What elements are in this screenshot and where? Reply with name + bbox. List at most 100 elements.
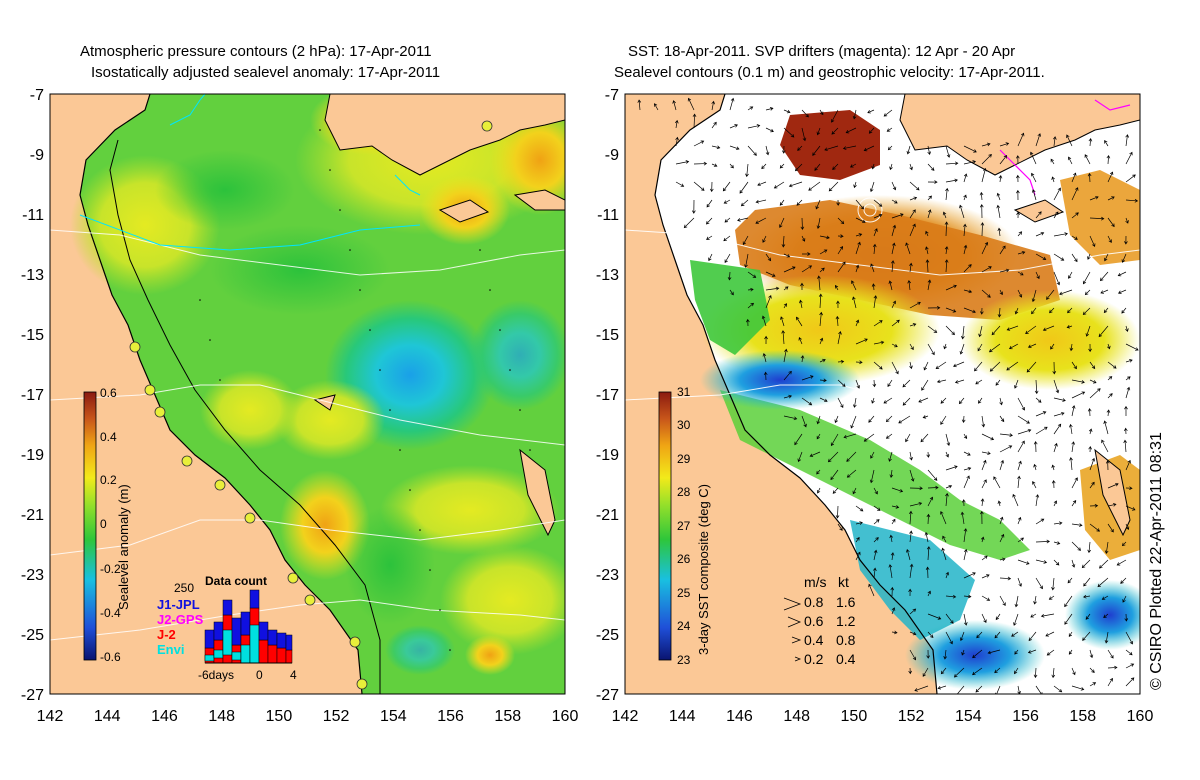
lat-tick-label: -9 (30, 147, 44, 164)
velocity-vector (959, 343, 965, 355)
velocity-vector (1107, 677, 1113, 687)
velocity-vector (945, 161, 959, 166)
velocity-vector (908, 510, 913, 525)
velocity-vector (1107, 393, 1113, 399)
velocity-vector (1032, 481, 1037, 489)
velocity-vector (1053, 521, 1063, 525)
lat-tick-label: -27 (21, 687, 44, 704)
velocity-vector (963, 613, 968, 626)
velocity-vector (1014, 595, 1019, 608)
velocity-vector (747, 145, 757, 156)
left-colorbar: Sealevel anomaly (m) 0.6 0.4 0.2 0 -0.2 … (83, 386, 131, 664)
velocity-vector (945, 284, 957, 291)
velocity-vector (1016, 211, 1020, 219)
velocity-vector (1122, 595, 1127, 603)
velocity-vector (851, 280, 857, 291)
velocity-vector (801, 415, 807, 428)
left-colorbar-tick: -0.6 (100, 650, 121, 664)
velocity-vector (799, 299, 803, 309)
velocity-vector (693, 161, 708, 166)
velocity-legend-kt: 1.6 (836, 594, 856, 610)
velocity-vector (745, 163, 749, 178)
velocity-vector (873, 537, 879, 543)
velocity-vector (1107, 649, 1114, 659)
velocity-vector (907, 279, 912, 291)
velocity-vector (980, 536, 985, 543)
velocity-vector (997, 500, 1002, 507)
velocity-vector (1125, 198, 1139, 203)
left-island (313, 394, 336, 411)
velocity-vector (1071, 441, 1076, 453)
velocity-vector (961, 325, 965, 340)
anomaly-blob (440, 545, 565, 655)
velocity-vector (940, 415, 947, 425)
velocity-vector (849, 163, 857, 168)
velocity-vector (1014, 307, 1019, 315)
lat-tick-label: -25 (21, 627, 44, 644)
velocity-vector (868, 127, 875, 134)
velocity-vector (809, 451, 821, 457)
velocity-vector (779, 199, 785, 206)
lon-tick-label: 150 (841, 708, 868, 725)
velocity-vector (871, 163, 876, 170)
velocity-vector (709, 181, 714, 193)
lon-tick-label: 148 (783, 708, 810, 725)
right-colorbar-tick: 30 (677, 418, 691, 432)
velocity-vector (1059, 289, 1073, 296)
velocity-vector (999, 155, 1008, 165)
lat-tick-label: -19 (596, 447, 619, 464)
velocity-vector (832, 163, 839, 170)
velocity-vector (1087, 172, 1092, 183)
velocity-vector (890, 586, 895, 597)
velocity-vector (831, 109, 839, 123)
velocity-vector (761, 163, 767, 170)
velocity-vector (711, 100, 716, 111)
velocity-vector (855, 199, 865, 210)
lat-tick-label: -23 (596, 567, 619, 584)
right-colorbar-label: 3-day SST composite (deg C) (696, 484, 711, 655)
velocity-vector (1099, 559, 1109, 569)
velocity-vectors (637, 97, 1139, 694)
velocity-vector (846, 469, 857, 478)
velocity-vector (999, 415, 1005, 423)
velocity-vector (1017, 428, 1032, 435)
velocity-vector (837, 523, 843, 531)
velocity-vector (783, 370, 792, 381)
velocity-vector (1105, 460, 1110, 471)
lat-tick-label: -23 (21, 567, 44, 584)
velocity-vector (1035, 253, 1047, 260)
velocity-vector (936, 379, 947, 384)
velocity-vector (723, 235, 731, 242)
velocity-vector (783, 266, 796, 273)
velocity-vector (963, 244, 968, 255)
velocity-vector (963, 289, 973, 294)
sst-patch-blue (905, 620, 1045, 690)
velocity-vector (885, 415, 893, 423)
velocity-vector (927, 209, 932, 219)
velocity-vector (1017, 516, 1022, 525)
velocity-vector (909, 451, 913, 461)
velocity-vector (891, 607, 896, 615)
velocity-vector (977, 343, 983, 352)
velocity-vector (953, 361, 965, 368)
left-island (513, 189, 565, 211)
velocity-vector (905, 242, 911, 255)
velocity-vector (945, 187, 949, 201)
velocity-vector (1125, 325, 1129, 332)
velocity-vector (855, 233, 863, 237)
velocity-legend-arrow (791, 636, 802, 644)
velocity-vector (909, 301, 921, 309)
velocity-vector (1035, 411, 1047, 417)
velocity-vector (1089, 388, 1101, 399)
left-title-line2: Isostatically adjusted sealevel anomaly:… (91, 64, 441, 81)
lat-tick-label: -13 (596, 267, 619, 284)
velocity-vector (1125, 486, 1133, 491)
lon-tick-label: 156 (1012, 708, 1039, 725)
velocity-vector (1121, 307, 1127, 314)
velocity-vector (1087, 541, 1092, 554)
velocity-vector (1071, 667, 1076, 676)
velocity-vector (997, 307, 1002, 318)
velocity-vector (996, 204, 1001, 219)
velocity-vector (980, 222, 985, 237)
velocity-vector (925, 230, 929, 237)
